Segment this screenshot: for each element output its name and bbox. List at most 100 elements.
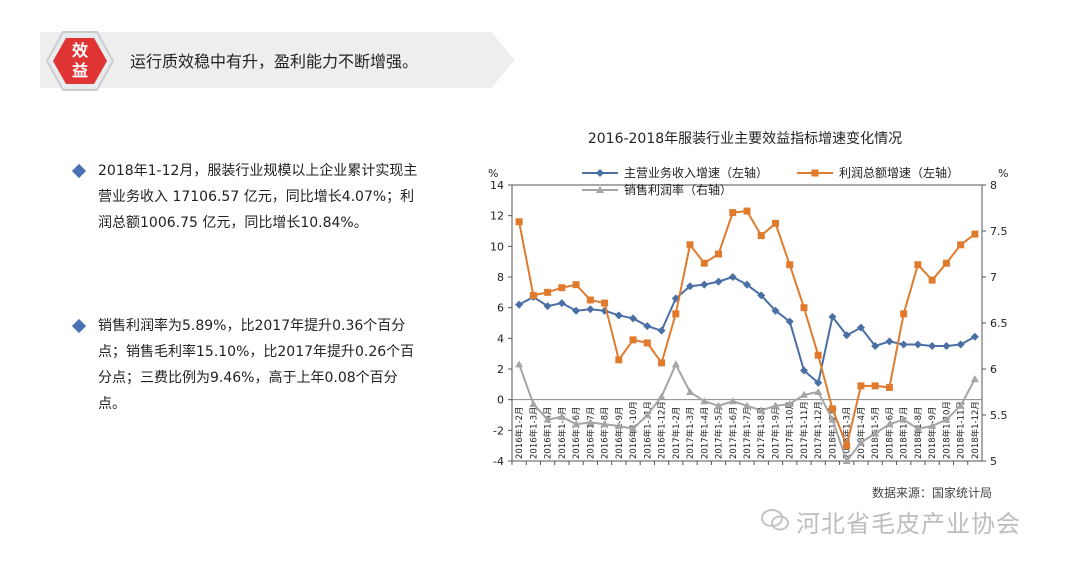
bullet-margin: 销售利润率为5.89%，比2017年提升0.36个百分点；销售毛利率15.10%… [71,313,423,417]
x-axis-tick-label: 2016年1-11月 [642,401,653,459]
badge-shape [45,31,115,91]
x-axis-tick-label: 2016年1-2月 [514,406,525,459]
data-point [842,457,851,464]
data-point [856,438,865,446]
data-point [600,420,609,428]
x-axis-tick-label: 2018年1-9月 [927,406,938,459]
chart-title: 2016-2018年服装行业主要效益指标增速变化情况 [587,131,903,147]
data-point [643,339,651,347]
data-point [871,429,880,437]
right-axis-tick-label: 5.5 [990,409,1008,422]
x-axis-tick-label: 2017年1-3月 [685,406,696,459]
data-point [700,280,709,289]
legend-marker [811,169,819,177]
data-point [828,415,837,423]
data-point [971,230,979,238]
right-axis-tick-label: 7.5 [990,225,1008,238]
data-point [586,296,594,304]
data-point [785,317,794,326]
data-point [885,383,893,391]
data-point [900,310,908,318]
data-point [515,218,523,226]
data-point [700,397,709,405]
badge-char-2: 益 [71,61,88,80]
data-point [672,310,680,318]
data-point [614,311,623,320]
x-axis-tick-label: 2017年1-7月 [742,406,753,459]
left-axis-tick-label: -4 [493,455,504,468]
data-point [629,424,638,432]
data-point [686,388,695,395]
left-axis-tick-label: 8 [497,271,504,284]
legend-label: 利润总额增速（左轴） [839,165,959,180]
left-axis-tick-label: -2 [493,424,504,437]
data-point [586,305,595,314]
source-note: 数据来源：国家统计局 [872,486,993,500]
data-point [956,401,965,409]
x-axis-tick-label: 2017年1-4月 [699,406,710,459]
x-axis-tick-label: 2018年1-11月 [956,401,967,459]
left-axis-tick-label: 12 [490,210,504,223]
x-axis-tick-label: 2016年1-6月 [571,406,582,459]
data-point [970,332,979,341]
left-axis-tick-label: 14 [490,179,504,192]
left-axis-unit: % [488,167,498,180]
data-point [700,259,708,267]
data-point [843,442,851,450]
data-point [515,300,524,309]
data-point [729,209,737,217]
data-point [657,326,666,335]
data-point [857,382,865,390]
x-axis-tick-label: 2018年1-12月 [970,401,981,459]
data-point [743,401,751,409]
right-axis-tick-label: 7 [990,271,997,284]
data-point [970,375,979,383]
x-axis-tick-label: 2018年1-3月 [842,406,853,459]
data-point [928,342,937,350]
data-point [942,259,950,267]
data-point [799,366,808,375]
header-band [40,32,515,88]
data-point [743,207,751,215]
bullet-diamond-icon [71,163,87,179]
data-point [557,299,566,308]
data-point [629,314,638,323]
x-axis-tick-label: 2017年1-12月 [813,401,824,459]
right-axis-tick-label: 8 [990,179,997,192]
data-point [686,282,695,291]
data-point [771,306,780,315]
data-point [814,351,822,359]
x-axis-tick-label: 2017年1-5月 [714,406,725,459]
data-point [671,360,680,368]
data-point [757,232,765,240]
data-point [957,241,965,249]
data-point [543,302,552,311]
badge-label: 效 益 [45,30,115,92]
right-axis-tick-label: 5 [990,455,997,468]
data-point [544,288,552,296]
data-point [658,359,666,367]
right-axis-unit: % [998,167,1008,180]
data-point [942,342,951,350]
x-axis-tick-label: 2016年1-5月 [557,406,568,459]
x-axis-tick-label: 2016年1-3月 [528,406,539,459]
data-point [557,412,566,420]
data-point [771,401,780,409]
data-point [928,422,937,430]
data-point [914,261,922,269]
data-point [572,306,581,315]
bullet-text: 2018年1-12月，服装行业规模以上企业累计实现主营业务收入 17106.57… [98,163,418,231]
x-axis-tick-label: 2017年1-8月 [756,406,767,459]
left-axis-tick-label: 0 [497,394,504,407]
data-point [572,420,581,428]
data-point [800,304,808,312]
x-axis-tick-label: 2016年1-12月 [657,401,668,459]
left-axis-tick-label: 6 [497,302,504,315]
data-point [871,342,880,350]
x-axis-tick-label: 2018年1-10月 [941,401,952,459]
chat-bubble-icon [761,509,789,531]
x-axis-tick-label: 2016年1-7月 [585,406,596,459]
data-point [771,219,779,227]
data-point [913,424,922,432]
